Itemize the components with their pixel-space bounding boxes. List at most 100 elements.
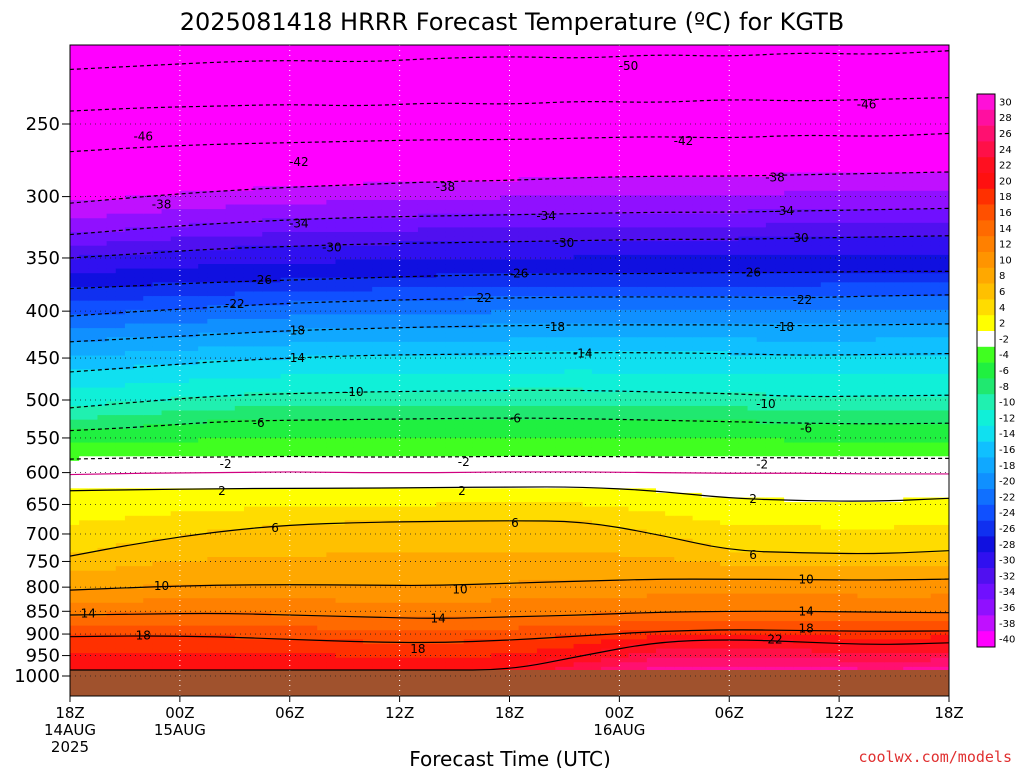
fill-cell	[198, 584, 208, 590]
fill-cell	[225, 190, 236, 196]
fill-cell	[152, 67, 163, 73]
fill-cell	[70, 634, 80, 640]
fill-cell	[308, 465, 318, 471]
fill-cell	[381, 227, 392, 233]
fill-cell	[381, 40, 391, 45]
fill-cell	[262, 181, 273, 187]
fill-cell	[124, 653, 135, 659]
fill-cell	[308, 323, 318, 329]
fill-cell	[124, 45, 135, 50]
fill-cell	[381, 561, 392, 567]
fill-cell	[161, 405, 172, 412]
fill-cell	[97, 415, 108, 421]
fill-cell	[344, 346, 355, 352]
fill-cell	[161, 85, 172, 91]
fill-cell	[262, 616, 273, 622]
fill-cell	[353, 460, 364, 467]
fill-cell	[353, 593, 364, 599]
fill-cell	[79, 163, 89, 169]
fill-cell	[70, 286, 80, 293]
fill-cell	[262, 360, 273, 366]
fill-cell	[170, 639, 181, 645]
fill-cell	[262, 227, 273, 233]
fill-cell	[234, 451, 245, 457]
fill-cell	[88, 222, 99, 229]
fill-cell	[170, 305, 181, 311]
fill-cell	[381, 213, 392, 219]
fill-cell	[79, 392, 89, 398]
fill-cell	[262, 428, 273, 434]
fill-cell	[161, 639, 172, 645]
fill-cell	[134, 35, 144, 40]
fill-cell	[335, 543, 346, 549]
fill-cell	[161, 71, 172, 77]
fill-cell	[179, 442, 190, 448]
fill-cell	[189, 520, 199, 526]
fill-cell	[115, 589, 126, 595]
fill-cell	[326, 186, 337, 192]
fill-cell	[363, 561, 373, 567]
fill-cell	[262, 204, 273, 210]
fill-cell	[390, 62, 401, 68]
fill-cell	[179, 204, 190, 210]
fill-cell	[134, 460, 144, 467]
fill-cell	[253, 167, 263, 174]
fill-cell	[225, 158, 236, 164]
fill-cell	[106, 218, 117, 224]
fill-cell	[207, 291, 218, 297]
fill-cell	[253, 154, 263, 160]
fill-cell	[134, 506, 144, 512]
fill-cell	[326, 410, 337, 416]
fill-cell	[143, 515, 154, 521]
fill-cell	[79, 305, 89, 311]
fill-cell	[308, 506, 318, 512]
fill-cell	[289, 524, 300, 531]
fill-cell	[243, 108, 254, 114]
fill-cell	[70, 181, 80, 187]
fill-cell	[335, 273, 346, 279]
fill-cell	[317, 67, 327, 73]
fill-cell	[363, 479, 373, 485]
fill-cell	[381, 167, 392, 174]
fill-cell	[79, 387, 89, 393]
fill-cell	[326, 135, 337, 142]
fill-cell	[335, 534, 346, 540]
fill-cell	[298, 616, 309, 622]
fill-cell	[70, 58, 80, 64]
fill-cell	[262, 71, 273, 77]
fill-cell	[326, 648, 337, 654]
fill-cell	[161, 282, 172, 288]
fill-cell	[326, 611, 337, 618]
fill-cell	[115, 62, 126, 68]
fill-cell	[234, 534, 245, 540]
fill-cell	[262, 158, 273, 164]
fill-cell	[317, 465, 327, 471]
fill-cell	[344, 341, 355, 348]
fill-cell	[152, 566, 163, 572]
fill-cell	[106, 534, 117, 540]
fill-cell	[363, 318, 373, 325]
fill-cell	[280, 534, 291, 540]
fill-cell	[372, 254, 382, 261]
fill-cell	[344, 378, 355, 384]
fill-cell	[335, 167, 346, 174]
fill-cell	[308, 524, 318, 531]
fill-cell	[189, 135, 199, 142]
fill-cell	[207, 167, 218, 174]
fill-cell	[363, 99, 373, 105]
fill-cell	[344, 648, 355, 654]
fill-cell	[289, 195, 300, 201]
fill-cell	[271, 502, 282, 508]
fill-cell	[317, 428, 327, 434]
fill-cell	[243, 534, 254, 540]
fill-cell	[189, 337, 199, 343]
fill-cell	[70, 534, 80, 540]
fill-cell	[280, 520, 291, 526]
fill-cell	[298, 602, 309, 608]
fill-cell	[353, 410, 364, 416]
fill-cell	[216, 437, 227, 444]
fill-cell	[161, 364, 172, 370]
fill-cell	[289, 488, 300, 494]
fill-cell	[179, 209, 190, 215]
fill-cell	[115, 515, 126, 521]
